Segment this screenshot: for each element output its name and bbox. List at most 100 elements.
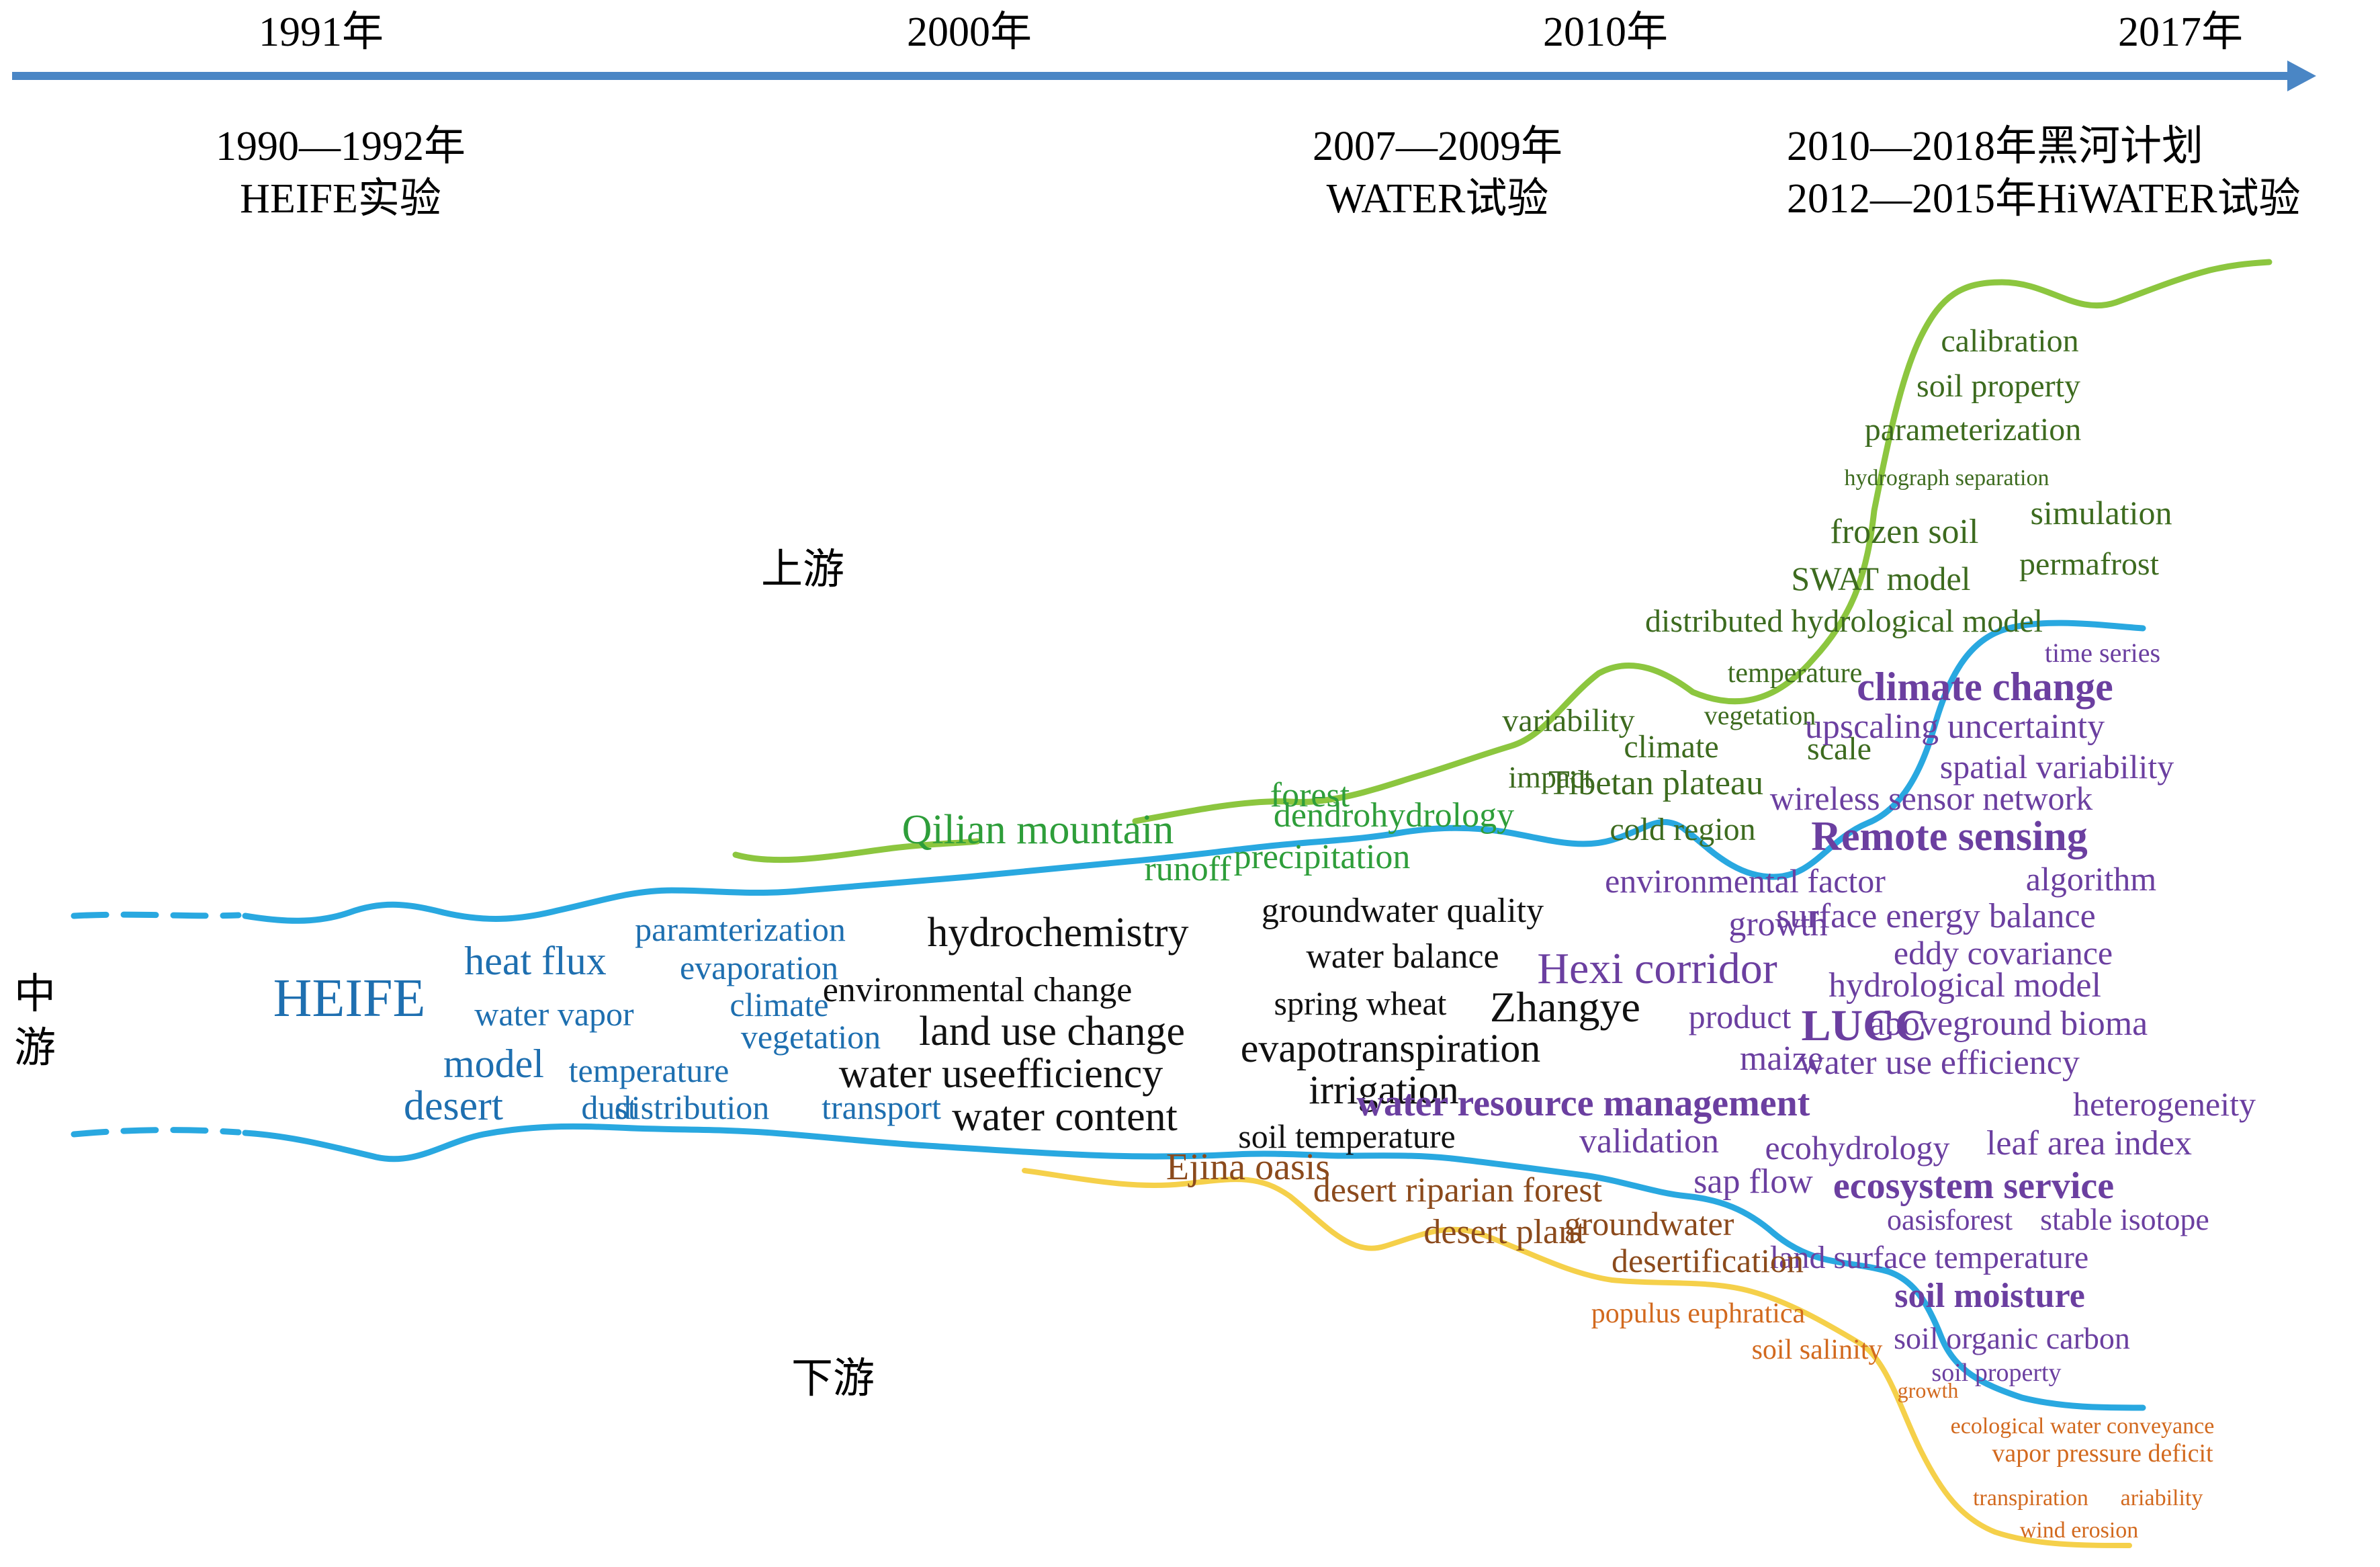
keyword-orange-5: transpiration [1973,1486,2088,1511]
keyword-heife-group-10: evaporation [680,949,838,986]
keyword-upstream-dark-3: hydrograph separation [1845,466,2050,491]
midstream-dash-upper [71,911,242,919]
keyword-heife-group-2: water vapor [474,995,634,1033]
keyword-heife-group-0: HEIFE [273,969,426,1028]
year-labels: 1991年 2000年 2010年 2017年 [259,9,2243,55]
keyword-heife-group-5: temperature [569,1052,730,1089]
keyword-upstream-dark-5: simulation [2030,494,2172,532]
keyword-purple-8: growth [1728,905,1827,943]
keyword-purple-15: aboveground bioma [1869,1005,2148,1043]
year-2010: 2010年 [1543,9,1668,55]
keyword-brown-4: desertification [1612,1242,1804,1279]
event-heife-period: 1990—1992年 [216,124,466,169]
keyword-orange-2: growth [1898,1378,1959,1402]
keyword-purple-12: hydrological model [1828,966,2101,1005]
keyword-upstream-green-3: runoff [1144,850,1231,888]
event-labels: 1990—1992年 HEIFE实验 2007—2009年 WATER试验 20… [216,124,2301,222]
zone-upstream: 上游 [761,547,844,593]
keyword-orange-6: ariability [2121,1486,2203,1511]
keyword-upstream-dark-2: parameterization [1865,412,2081,448]
keyword-upstream-green-9: Tibetan plateau [1548,764,1763,802]
upstream-boundary-early [732,838,981,863]
keyword-heife-group-7: distribution [615,1089,770,1126]
keyword-mid-black-11: soil temperature [1238,1117,1456,1155]
keyword-heife-group-9: paramterization [635,910,846,948]
event-water-period: 2007—2009年 [1313,124,1562,169]
stream-boundaries [71,259,2273,1548]
keyword-purple-28: land surface temperature [1770,1240,2088,1275]
keyword-purple-10: eddy covariance [1894,934,2113,972]
timeline-arrow [12,60,2316,91]
keyword-heife-group-6: dust [581,1089,637,1126]
keyword-mid-black-9: evapotranspiration [1241,1026,1541,1070]
keyword-purple-5: Remote sensing [1811,814,2088,859]
keyword-purple-9: surface energy balance [1776,897,2095,935]
keyword-brown-1: desert riparian forest [1313,1171,1603,1210]
keyword-purple-1: climate change [1857,665,2113,709]
keyword-purple-4: wireless sensor network [1770,779,2092,817]
keyword-purple-26: forest [1945,1203,2013,1236]
keyword-purple-20: validation [1579,1122,1719,1160]
event-heife-name: HEIFE实验 [240,176,441,222]
keyword-purple-17: water use efficiency [1799,1044,2080,1082]
keyword-mid-black-8: Zhangye [1490,983,1640,1031]
upstream-boundary-main [1132,259,2273,824]
year-1991: 1991年 [259,9,384,55]
keyword-purple-31: soil property [1931,1359,2061,1387]
zone-midstream-char2: 游 [14,1025,56,1071]
zone-midstream-char1: 中 [14,972,56,1017]
keyword-brown-2: desert plant [1423,1213,1586,1251]
keyword-brown-3: groundwater [1564,1205,1734,1242]
keyword-orange-3: ecological water conveyance [1951,1414,2215,1439]
keyword-heife-group-4: desert [404,1083,503,1129]
zone-downstream: 下游 [791,1356,875,1402]
keyword-upstream-dark-7: permafrost [2019,546,2160,582]
keyword-brown-0: Ejina oasis [1166,1146,1330,1188]
downstream-boundary [1022,1168,2132,1548]
keyword-mid-black-7: spring wheat [1274,984,1447,1022]
zone-labels: 上游 中 游 下游 [14,547,875,1402]
keyword-heife-group-1: heat flux [464,939,607,983]
keyword-orange-0: populus euphratica [1591,1298,1806,1329]
midstream-boundary-upper [242,620,2146,924]
keyword-upstream-green-2: dendrohydrology [1274,796,1514,835]
keyword-purple-29: soil moisture [1894,1277,2085,1315]
keyword-upstream-green-10: scale [1807,731,1871,767]
keyword-upstream-dark-0: calibration [1941,323,2078,359]
keyword-purple-13: product [1689,998,1792,1035]
keyword-upstream-green-8: impact [1508,760,1592,794]
keyword-purple-6: environmental factor [1605,862,1886,900]
keyword-purple-30: soil organic carbon [1894,1321,2130,1355]
keyword-upstream-green-12: temperature [1728,658,1863,689]
keyword-heife-group-11: climate [730,986,828,1023]
keyword-mid-black-4: water content [952,1094,1178,1140]
keyword-purple-7: algorithm [2026,860,2157,898]
keyword-orange-7: wind erosion [2020,1518,2139,1543]
keyword-upstream-green-5: variability [1502,703,1634,738]
keyword-mid-black-3: water useefficiency [839,1051,1163,1097]
keyword-upstream-green-11: cold region [1610,812,1755,847]
event-hiwater-experiment: 2012—2015年HiWATER试验 [1787,176,2301,222]
keyword-upstream-dark-1: soil property [1916,368,2080,404]
keyword-mid-black-0: hydrochemistry [927,910,1188,956]
timeline-arrowhead [2287,60,2316,91]
keyword-purple-11: Hexi corridor [1537,944,1777,993]
keyword-purple-21: leaf area index [1986,1124,2192,1162]
keyword-upstream-green-1: forest [1270,776,1350,814]
keyword-heife-group-12: vegetation [741,1018,881,1056]
midstream-dash-lower [71,1127,242,1138]
keyword-upstream-dark-8: distributed hydrological model [1645,603,2043,639]
event-heihe-program: 2010—2018年黑河计划 [1787,124,2203,169]
keyword-purple-18: water resource management [1357,1083,1810,1124]
keyword-purple-0: time series [2045,638,2160,668]
keyword-mid-black-6: water balance [1306,937,1499,976]
keyword-orange-1: soil salinity [1752,1335,1883,1365]
keyword-mid-black-5: groundwater quality [1262,892,1544,930]
keyword-mid-black-1: environmental change [823,971,1133,1009]
keyword-upstream-green-6: climate [1624,729,1718,765]
keyword-orange-4: vapor pressure deficit [1992,1439,2213,1468]
keyword-upstream-green-7: vegetation [1704,700,1816,730]
keyword-purple-16: maize [1740,1040,1823,1078]
